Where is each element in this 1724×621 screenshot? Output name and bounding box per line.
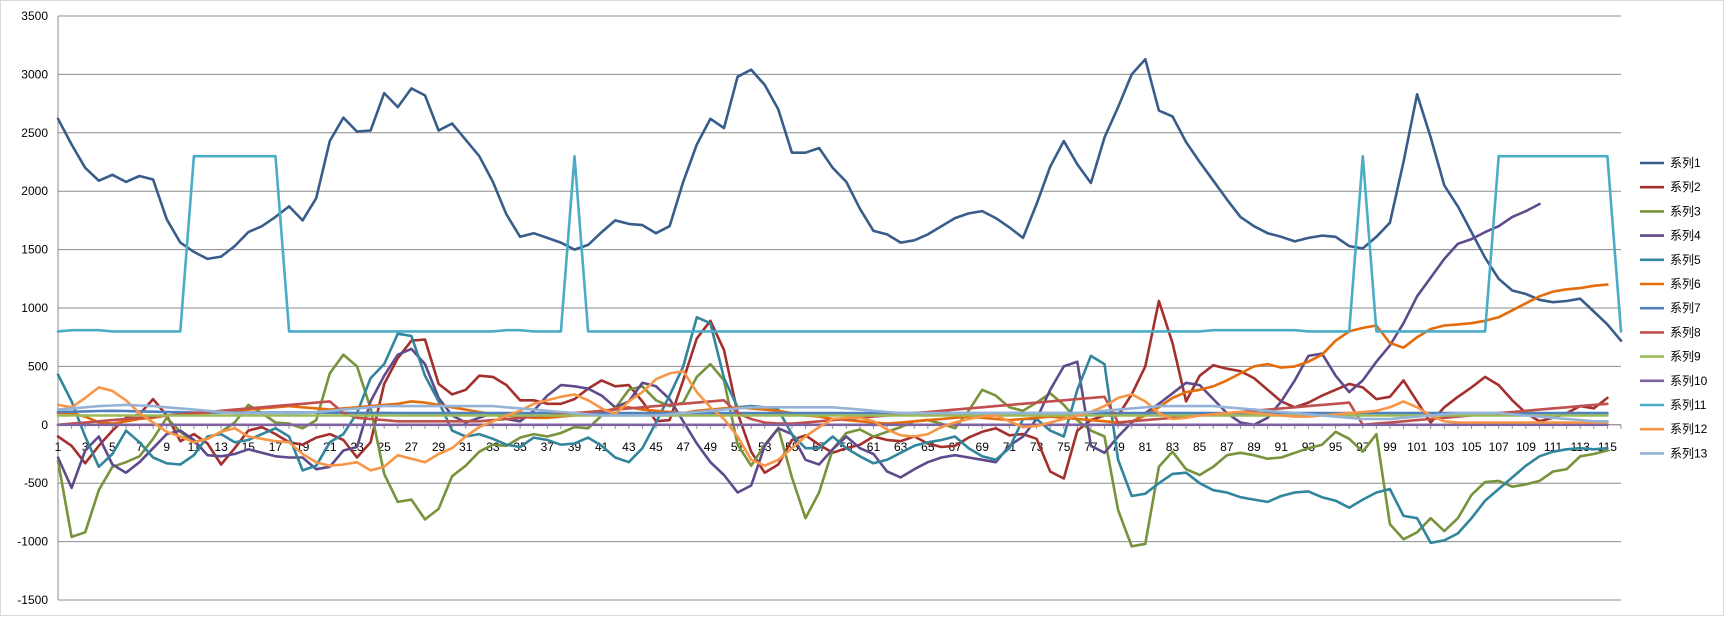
- x-tick-label: 43: [622, 440, 636, 454]
- x-tick-label: 109: [1516, 440, 1536, 454]
- x-tick-label: 101: [1407, 440, 1427, 454]
- x-tick-label: 29: [432, 440, 446, 454]
- legend-label: 系列8: [1670, 325, 1701, 339]
- series-lines: [56, 57, 1623, 548]
- y-tick-label: -500: [24, 476, 48, 490]
- series-line-12: [56, 369, 1609, 472]
- legend-label: 系列5: [1670, 253, 1701, 267]
- x-tick-label: 61: [867, 440, 881, 454]
- legend-label: 系列1: [1670, 156, 1701, 170]
- x-tick-label: 81: [1139, 440, 1153, 454]
- y-tick-label: -1000: [17, 535, 48, 549]
- series-line-13: [56, 403, 1609, 423]
- legend: 系列1 系列2 系列3 系列4 系列5 系列6 系列7 系列8 系列9 系列10 系列11 系列12 系…: [1640, 156, 1708, 460]
- x-tick-label: 7: [136, 440, 143, 454]
- legend-label: 系列10: [1670, 374, 1708, 388]
- x-tick-label: 47: [677, 440, 691, 454]
- x-tick-label: 49: [704, 440, 718, 454]
- legend-label: 系列6: [1670, 277, 1701, 291]
- gridlines: [58, 15, 1621, 601]
- x-tick-label: 33: [486, 440, 500, 454]
- x-tick-label: 75: [1057, 440, 1071, 454]
- x-tick-label: 91: [1275, 440, 1289, 454]
- x-tick-label: 95: [1329, 440, 1343, 454]
- y-tick-label: -1500: [17, 593, 48, 607]
- x-tick-label: 17: [269, 440, 283, 454]
- x-tick-label: 103: [1434, 440, 1454, 454]
- series-line-1: [56, 57, 1623, 342]
- y-tick-label: 500: [28, 359, 48, 373]
- x-tick-label: 115: [1598, 440, 1617, 454]
- x-tick-label: 37: [541, 440, 555, 454]
- legend-label: 系列7: [1670, 301, 1701, 315]
- y-tick-label: 0: [41, 418, 48, 432]
- x-tick-label: 31: [459, 440, 473, 454]
- x-tick-label: 83: [1166, 440, 1180, 454]
- x-tick-label: 27: [405, 440, 419, 454]
- y-tick-label: 1000: [21, 301, 48, 315]
- y-tick-label: 2500: [21, 126, 48, 140]
- series-line-5: [56, 316, 1609, 545]
- legend-label: 系列4: [1670, 229, 1701, 243]
- legend-label: 系列12: [1670, 422, 1708, 436]
- series-line-4: [56, 202, 1541, 494]
- y-tick-label: 1500: [21, 243, 48, 257]
- x-tick-label: 45: [649, 440, 663, 454]
- legend-label: 系列9: [1670, 350, 1701, 364]
- x-tick-label: 13: [214, 440, 228, 454]
- x-tick-label: 9: [163, 440, 170, 454]
- x-tick-label: 87: [1220, 440, 1234, 454]
- legend-label: 系列2: [1670, 180, 1701, 194]
- x-tick-label: 89: [1247, 440, 1261, 454]
- x-tick-label: 1: [55, 440, 62, 454]
- x-tick-label: 105: [1461, 440, 1481, 454]
- x-tick-label: 107: [1489, 440, 1509, 454]
- y-tick-label: 2000: [21, 184, 48, 198]
- x-tick-label: 69: [976, 440, 990, 454]
- x-tick-label: 25: [378, 440, 392, 454]
- x-tick-label: 3: [82, 440, 89, 454]
- series-line-11: [56, 154, 1623, 333]
- x-tick-label: 85: [1193, 440, 1207, 454]
- legend-label: 系列3: [1670, 204, 1701, 218]
- legend-label: 系列13: [1670, 446, 1708, 460]
- x-tick-label: 113: [1571, 440, 1590, 454]
- x-tick-label: 5: [109, 440, 116, 454]
- y-tick-label: 3500: [21, 9, 48, 23]
- y-tick-label: 3000: [21, 67, 48, 81]
- x-tick-label: 99: [1383, 440, 1397, 454]
- legend-label: 系列11: [1670, 398, 1707, 412]
